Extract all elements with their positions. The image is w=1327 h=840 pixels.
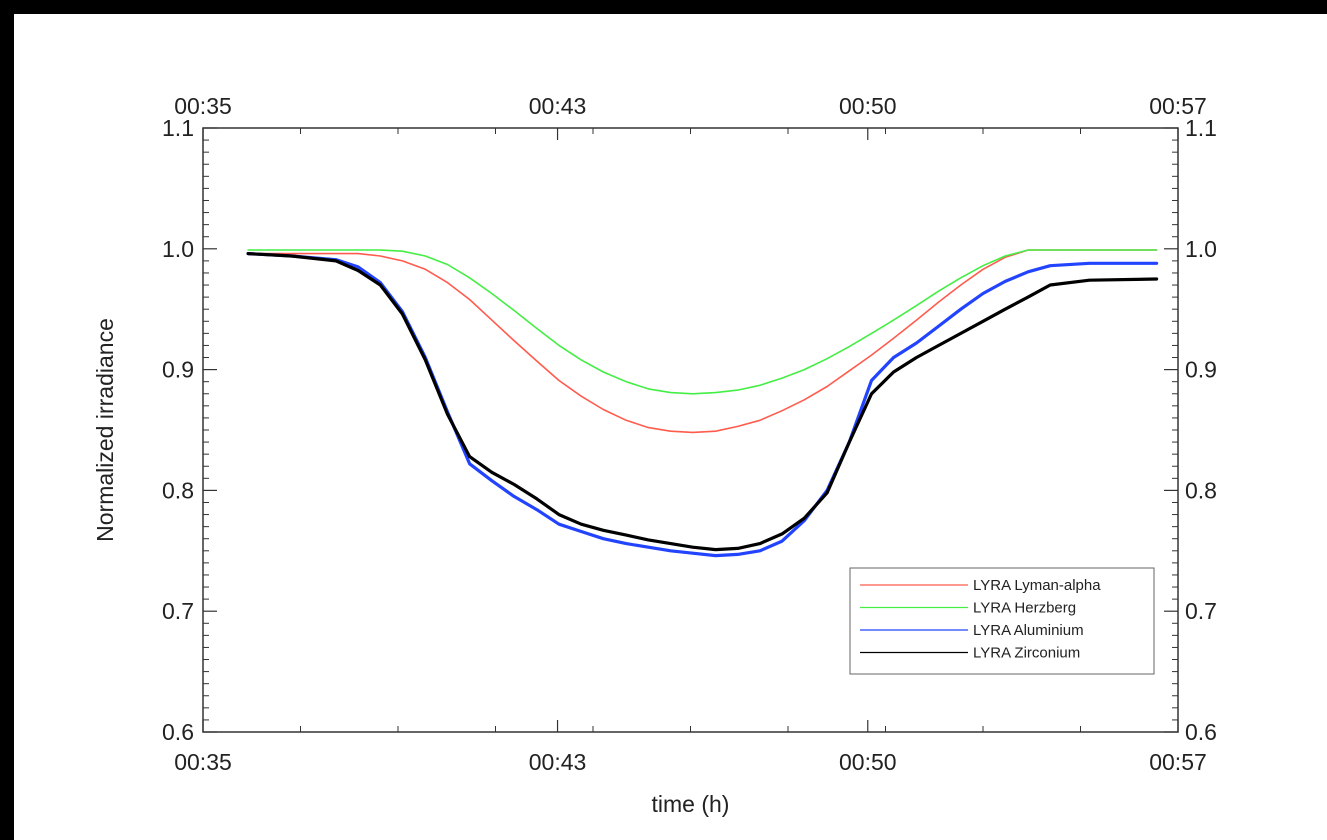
series-group (246, 249, 1159, 558)
series-line-lyra-zirconium (246, 252, 1159, 552)
series-line-lyra-lyman-alpha (247, 249, 1158, 434)
x-top-tick-label: 00:57 (1149, 93, 1207, 119)
y-right-tick-label: 0.9 (1185, 357, 1217, 383)
y-right-tick-label: 0.8 (1185, 477, 1217, 503)
figure-frame: 00:35 00:43 00:50 00:57 00:35 00:43 00:50 00:57… (14, 14, 1327, 840)
x-tick-label: 00:50 (839, 749, 897, 775)
legend-label: LYRA Aluminium (973, 622, 1084, 639)
x-top-tick-label: 00:43 (529, 93, 587, 119)
series-line-lyra-herzberg (247, 249, 1158, 395)
x-tick-label: 00:57 (1149, 749, 1207, 775)
y-tick-label: 1.0 (162, 236, 194, 262)
y-tick-label: 0.6 (162, 719, 194, 745)
axes-group: 00:35 00:43 00:50 00:57 00:35 00:43 00:50 00:57… (162, 93, 1217, 775)
x-tick-label: 00:43 (529, 749, 587, 775)
x-top-tick-label: 00:35 (174, 93, 232, 119)
y-right-tick-label: 0.7 (1185, 598, 1217, 624)
y-axis-title: Normalized irradiance (92, 318, 118, 542)
legend: LYRA Lyman-alpha LYRA Herzberg LYRA Alumin… (849, 567, 1155, 675)
x-tick-label: 00:35 (174, 749, 232, 775)
y-tick-label: 0.9 (162, 357, 194, 383)
x-top-tick-label: 00:50 (839, 93, 897, 119)
line-chart: 00:35 00:43 00:50 00:57 00:35 00:43 00:50 00:57… (92, 93, 1217, 817)
y-tick-label: 0.7 (162, 598, 194, 624)
legend-label: LYRA Zirconium (973, 645, 1080, 662)
y-right-tick-label: 0.6 (1185, 719, 1217, 745)
x-axis-title: time (h) (652, 791, 730, 817)
y-right-tick-label: 1.1 (1185, 115, 1217, 141)
legend-label: LYRA Herzberg (973, 600, 1076, 617)
legend-box (849, 567, 1155, 675)
y-right-tick-label: 1.0 (1185, 236, 1217, 262)
y-tick-label: 1.1 (162, 115, 194, 141)
legend-label: LYRA Lyman-alpha (973, 577, 1101, 594)
series-line-lyra-aluminium (246, 252, 1159, 558)
y-tick-label: 0.8 (162, 477, 194, 503)
